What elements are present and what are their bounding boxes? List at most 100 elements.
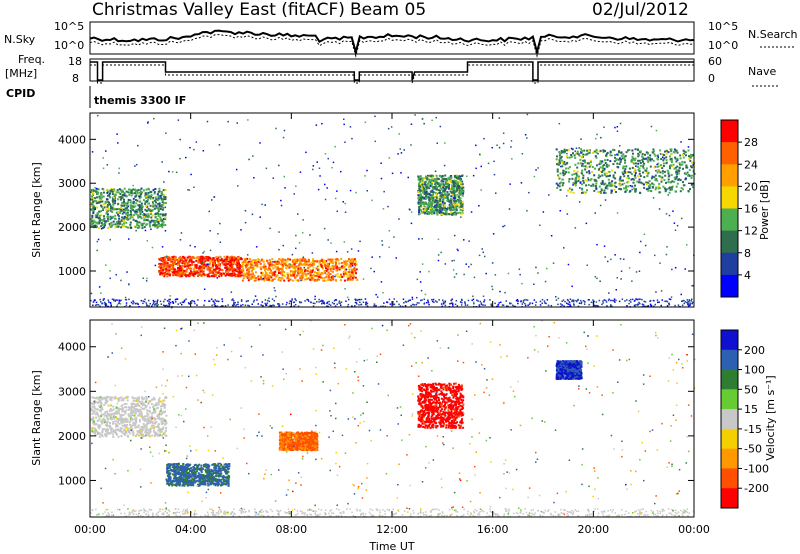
heatmap-cell xyxy=(644,305,646,308)
heatmap-cell xyxy=(153,199,156,202)
heatmap-cell xyxy=(245,266,248,269)
heatmap-cell xyxy=(423,298,425,301)
heatmap-cell xyxy=(188,266,191,269)
heatmap-cell xyxy=(109,270,111,272)
heatmap-cell xyxy=(589,164,592,167)
heatmap-cell xyxy=(330,276,333,279)
heatmap-cell xyxy=(101,408,104,411)
heatmap-cell xyxy=(135,213,138,216)
heatmap-cell xyxy=(178,269,180,272)
heatmap-cell xyxy=(280,199,282,202)
heatmap-cell xyxy=(658,301,660,303)
heatmap-cell xyxy=(305,151,307,154)
heatmap-cell xyxy=(130,194,133,197)
heatmap-cell xyxy=(158,219,161,222)
heatmap-cell xyxy=(307,277,310,280)
heatmap-cell xyxy=(120,197,123,200)
heatmap-cell xyxy=(649,158,652,161)
heatmap-cell xyxy=(135,208,138,211)
heatmap-cell xyxy=(144,434,147,437)
heatmap-cell xyxy=(168,305,170,307)
heatmap-cell xyxy=(211,258,214,261)
heatmap-cell xyxy=(606,172,608,175)
heatmap-cell xyxy=(334,265,337,268)
heatmap-cell xyxy=(203,250,205,253)
heatmap-cell xyxy=(650,177,653,180)
heatmap-cell xyxy=(165,264,168,267)
heatmap-cell xyxy=(164,305,166,307)
heatmap-cell xyxy=(417,194,420,197)
heatmap-cell xyxy=(347,275,350,278)
noise-search-line xyxy=(89,34,695,58)
heatmap-cell xyxy=(212,268,215,271)
heatmap-cell xyxy=(318,298,320,301)
heatmap-cell xyxy=(666,169,669,172)
heatmap-cell xyxy=(640,181,642,184)
heatmap-cell xyxy=(628,267,631,269)
heatmap-cell xyxy=(133,301,135,304)
heatmap-cell xyxy=(218,275,221,278)
heatmap-cell xyxy=(91,202,93,205)
heatmap-cell xyxy=(181,274,184,277)
heatmap-cell xyxy=(216,277,218,279)
heatmap-cell xyxy=(191,271,194,274)
heatmap-cell xyxy=(681,300,683,302)
heatmap-cell xyxy=(121,194,124,197)
heatmap-cell xyxy=(156,304,158,307)
heatmap-cell xyxy=(647,189,650,192)
heatmap-cell xyxy=(140,432,143,435)
heatmap-cell xyxy=(153,192,156,195)
heatmap-cell xyxy=(164,272,167,275)
heatmap-cell xyxy=(650,125,653,128)
heatmap-cell xyxy=(183,263,186,266)
heatmap-cell xyxy=(158,397,161,400)
heatmap-cell xyxy=(652,197,655,199)
heatmap-cell xyxy=(647,156,650,159)
heatmap-cell xyxy=(418,198,421,201)
heatmap-cell xyxy=(207,259,210,262)
heatmap-cell xyxy=(110,187,113,190)
heatmap-cell xyxy=(104,221,107,224)
heatmap-cell xyxy=(157,215,160,217)
heatmap-cell xyxy=(172,261,175,264)
heatmap-cell xyxy=(380,177,383,180)
heatmap-cell xyxy=(174,268,176,271)
heatmap-cell xyxy=(281,261,284,264)
heatmap-cell xyxy=(560,181,563,184)
heatmap-cell xyxy=(198,267,201,270)
heatmap-cell xyxy=(109,277,111,280)
heatmap-cell xyxy=(293,266,296,269)
heatmap-cell xyxy=(539,300,542,303)
heatmap-cell xyxy=(668,187,671,190)
heatmap-cell xyxy=(380,281,383,283)
heatmap-cell xyxy=(592,183,595,186)
heatmap-cell xyxy=(94,207,96,210)
heatmap-cell xyxy=(134,210,137,213)
heatmap-cell xyxy=(260,304,262,306)
heatmap-cell xyxy=(152,302,155,305)
heatmap-cell xyxy=(204,299,206,302)
heatmap-cell xyxy=(134,189,137,191)
heatmap-cell xyxy=(494,302,496,305)
heatmap-cell xyxy=(130,190,133,192)
heatmap-cell xyxy=(238,255,241,258)
heatmap-cell xyxy=(118,422,121,425)
heatmap-cell xyxy=(93,405,95,408)
heatmap-cell xyxy=(332,161,335,164)
cpid-text: themis 3300 IF xyxy=(94,94,186,107)
heatmap-cell xyxy=(311,271,314,274)
heatmap-cell xyxy=(258,261,261,264)
heatmap-cell xyxy=(371,256,373,258)
heatmap-cell xyxy=(388,230,391,232)
heatmap-cell xyxy=(598,150,601,153)
heatmap-cell xyxy=(178,263,181,266)
heatmap-cell xyxy=(391,172,394,175)
noise-sky-line xyxy=(89,29,695,56)
heatmap-cell xyxy=(623,182,626,185)
heatmap-cell xyxy=(100,301,102,303)
heatmap-cell xyxy=(172,273,175,276)
heatmap-cell xyxy=(120,209,123,212)
heatmap-cell xyxy=(417,199,420,202)
heatmap-cell xyxy=(452,186,455,189)
heatmap-cell xyxy=(219,263,221,266)
